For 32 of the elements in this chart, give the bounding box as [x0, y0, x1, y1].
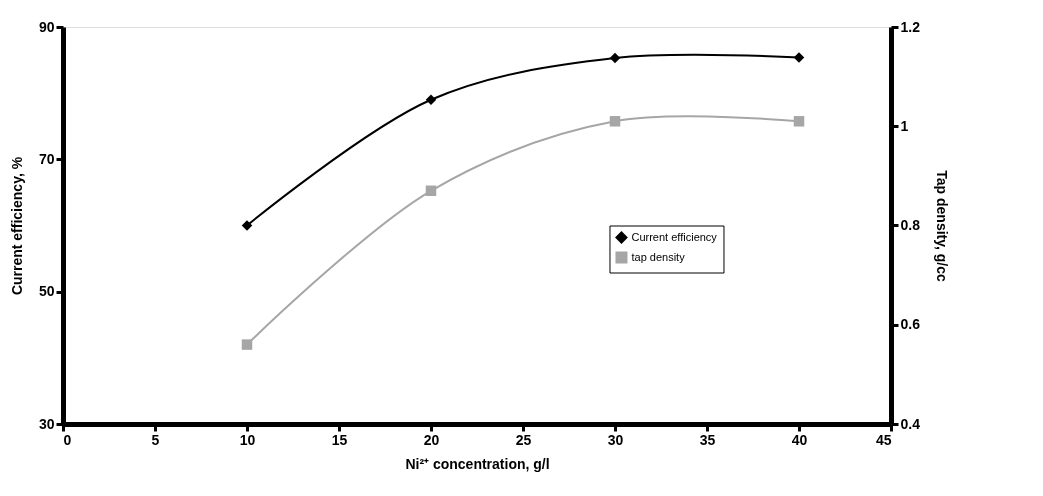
- x-tick-label: 20: [423, 431, 440, 448]
- x-tick-label: 40: [791, 431, 808, 448]
- point: [241, 220, 253, 231]
- x-tick-label: 45: [875, 431, 892, 448]
- x-tick-label: 5: [151, 431, 160, 448]
- y2-tick-label: 0.6: [900, 316, 921, 333]
- y2-tick-label: 0.4: [900, 415, 921, 432]
- point: [609, 116, 621, 127]
- y2-tick-label: 1.2: [900, 18, 921, 35]
- y2-tick-label: 1: [900, 117, 909, 134]
- y-tick-label: 90: [38, 18, 55, 35]
- legend-label: tap density: [631, 250, 686, 263]
- point: [425, 185, 437, 197]
- y-tick-label: 30: [38, 415, 55, 432]
- point: [425, 94, 437, 106]
- point: [793, 116, 805, 127]
- point: [241, 339, 253, 350]
- y-tick-label: 50: [38, 283, 55, 300]
- point: [793, 52, 805, 63]
- y-tick-label: 70: [38, 150, 55, 167]
- x-tick-label: 0: [63, 431, 72, 448]
- y-axis-title: Current efficiency, %: [8, 156, 25, 296]
- y2-tick-label: 0.8: [900, 217, 921, 233]
- point: [609, 52, 621, 64]
- x-tick-label: 10: [239, 431, 256, 448]
- y2-axis-title: Tap density, g/cc: [933, 170, 950, 282]
- x-tick-label: 15: [331, 431, 348, 448]
- x-tick-label: 30: [607, 431, 624, 448]
- legend-label: Current efficiency: [631, 230, 718, 243]
- x-tick-label: 25: [515, 431, 532, 448]
- x-tick-label: 35: [699, 431, 716, 448]
- x-axis-title: Ni²⁺ concentration, g/l: [405, 455, 550, 472]
